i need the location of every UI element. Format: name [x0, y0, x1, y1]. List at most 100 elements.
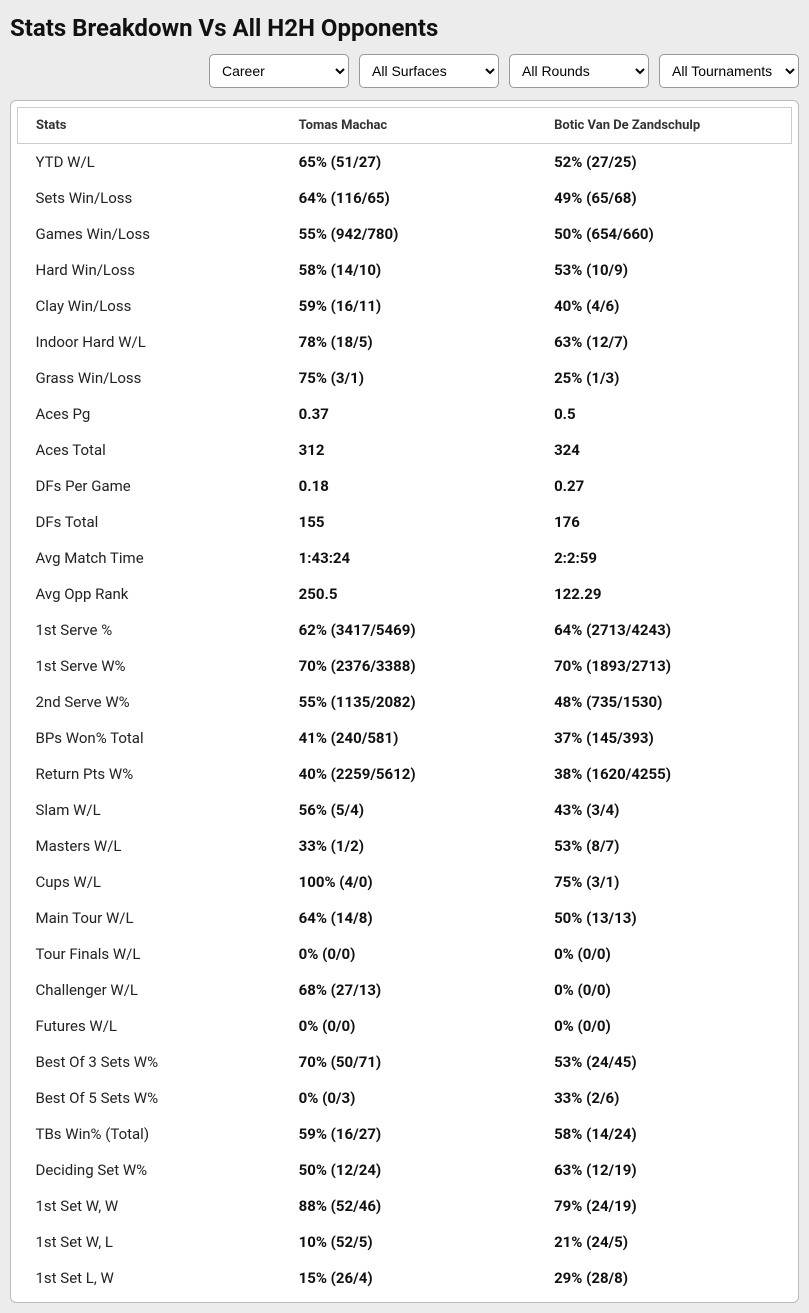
- table-row: Cups W/L100% (4/0)75% (3/1): [18, 864, 792, 900]
- table-row: Avg Match Time1:43:242:2:59: [18, 540, 792, 576]
- table-row: 1st Set W, L10% (52/5)21% (24/5): [18, 1224, 792, 1260]
- stat-name-cell: BPs Won% Total: [18, 720, 281, 756]
- stat-name-cell: Futures W/L: [18, 1008, 281, 1044]
- stat-name-cell: 2nd Serve W%: [18, 684, 281, 720]
- player1-value-cell: 41% (240/581): [281, 720, 536, 756]
- player1-value-cell: 40% (2259/5612): [281, 756, 536, 792]
- player2-value-cell: 0% (0/0): [536, 936, 791, 972]
- player1-value-cell: 33% (1/2): [281, 828, 536, 864]
- player2-value-cell: 79% (24/19): [536, 1188, 791, 1224]
- header-player1: Tomas Machac: [281, 108, 536, 144]
- table-row: Deciding Set W%50% (12/24)63% (12/19): [18, 1152, 792, 1188]
- player2-value-cell: 25% (1/3): [536, 360, 791, 396]
- player2-value-cell: 63% (12/19): [536, 1152, 791, 1188]
- player1-value-cell: 56% (5/4): [281, 792, 536, 828]
- stat-name-cell: Challenger W/L: [18, 972, 281, 1008]
- player2-value-cell: 33% (2/6): [536, 1080, 791, 1116]
- player2-value-cell: 53% (10/9): [536, 252, 791, 288]
- player1-value-cell: 65% (51/27): [281, 144, 536, 181]
- player2-value-cell: 64% (2713/4243): [536, 612, 791, 648]
- table-row: Challenger W/L68% (27/13)0% (0/0): [18, 972, 792, 1008]
- tournaments-select[interactable]: All Tournaments: [659, 54, 799, 88]
- table-row: 1st Serve %62% (3417/5469)64% (2713/4243…: [18, 612, 792, 648]
- stat-name-cell: Cups W/L: [18, 864, 281, 900]
- table-row: Tour Finals W/L0% (0/0)0% (0/0): [18, 936, 792, 972]
- player1-value-cell: 250.5: [281, 576, 536, 612]
- player1-value-cell: 50% (12/24): [281, 1152, 536, 1188]
- player1-value-cell: 0.37: [281, 396, 536, 432]
- table-row: Clay Win/Loss59% (16/11)40% (4/6): [18, 288, 792, 324]
- table-row: Hard Win/Loss58% (14/10)53% (10/9): [18, 252, 792, 288]
- table-row: Sets Win/Loss64% (116/65)49% (65/68): [18, 180, 792, 216]
- player2-value-cell: 37% (145/393): [536, 720, 791, 756]
- stat-name-cell: Clay Win/Loss: [18, 288, 281, 324]
- player2-value-cell: 122.29: [536, 576, 791, 612]
- player2-value-cell: 0.5: [536, 396, 791, 432]
- table-row: YTD W/L65% (51/27)52% (27/25): [18, 144, 792, 181]
- player1-value-cell: 75% (3/1): [281, 360, 536, 396]
- table-row: 2nd Serve W%55% (1135/2082)48% (735/1530…: [18, 684, 792, 720]
- rounds-select[interactable]: All Rounds: [509, 54, 649, 88]
- stat-name-cell: Hard Win/Loss: [18, 252, 281, 288]
- player1-value-cell: 88% (52/46): [281, 1188, 536, 1224]
- table-row: 1st Set W, W88% (52/46)79% (24/19): [18, 1188, 792, 1224]
- table-row: Games Win/Loss55% (942/780)50% (654/660): [18, 216, 792, 252]
- stat-name-cell: Avg Match Time: [18, 540, 281, 576]
- table-row: Indoor Hard W/L78% (18/5)63% (12/7): [18, 324, 792, 360]
- stat-name-cell: Deciding Set W%: [18, 1152, 281, 1188]
- table-row: Main Tour W/L64% (14/8)50% (13/13): [18, 900, 792, 936]
- player2-value-cell: 75% (3/1): [536, 864, 791, 900]
- stat-name-cell: YTD W/L: [18, 144, 281, 181]
- player1-value-cell: 0% (0/0): [281, 936, 536, 972]
- player1-value-cell: 70% (2376/3388): [281, 648, 536, 684]
- stat-name-cell: 1st Set W, L: [18, 1224, 281, 1260]
- stat-name-cell: DFs Per Game: [18, 468, 281, 504]
- player2-value-cell: 176: [536, 504, 791, 540]
- table-row: TBs Win% (Total)59% (16/27)58% (14/24): [18, 1116, 792, 1152]
- player2-value-cell: 40% (4/6): [536, 288, 791, 324]
- stat-name-cell: Masters W/L: [18, 828, 281, 864]
- player2-value-cell: 29% (28/8): [536, 1260, 791, 1296]
- table-row: 1st Set L, W15% (26/4)29% (28/8): [18, 1260, 792, 1296]
- stat-name-cell: 1st Serve %: [18, 612, 281, 648]
- table-row: Return Pts W%40% (2259/5612)38% (1620/42…: [18, 756, 792, 792]
- player1-value-cell: 100% (4/0): [281, 864, 536, 900]
- table-row: DFs Per Game0.180.27: [18, 468, 792, 504]
- player2-value-cell: 0% (0/0): [536, 1008, 791, 1044]
- player1-value-cell: 78% (18/5): [281, 324, 536, 360]
- player2-value-cell: 53% (8/7): [536, 828, 791, 864]
- player2-value-cell: 53% (24/45): [536, 1044, 791, 1080]
- stats-table: Stats Tomas Machac Botic Van De Zandschu…: [17, 107, 792, 1296]
- player1-value-cell: 0.18: [281, 468, 536, 504]
- player1-value-cell: 55% (942/780): [281, 216, 536, 252]
- table-row: BPs Won% Total41% (240/581)37% (145/393): [18, 720, 792, 756]
- stat-name-cell: Aces Pg: [18, 396, 281, 432]
- player1-value-cell: 62% (3417/5469): [281, 612, 536, 648]
- stats-card: Stats Tomas Machac Botic Van De Zandschu…: [10, 100, 799, 1303]
- player2-value-cell: 0.27: [536, 468, 791, 504]
- stat-name-cell: 1st Serve W%: [18, 648, 281, 684]
- player2-value-cell: 48% (735/1530): [536, 684, 791, 720]
- player1-value-cell: 0% (0/3): [281, 1080, 536, 1116]
- stat-name-cell: TBs Win% (Total): [18, 1116, 281, 1152]
- player2-value-cell: 43% (3/4): [536, 792, 791, 828]
- player2-value-cell: 50% (654/660): [536, 216, 791, 252]
- player1-value-cell: 64% (116/65): [281, 180, 536, 216]
- period-select[interactable]: Career: [209, 54, 349, 88]
- stat-name-cell: Sets Win/Loss: [18, 180, 281, 216]
- table-row: Masters W/L33% (1/2)53% (8/7): [18, 828, 792, 864]
- page-title: Stats Breakdown Vs All H2H Opponents: [0, 0, 809, 52]
- player1-value-cell: 312: [281, 432, 536, 468]
- surface-select[interactable]: All Surfaces: [359, 54, 499, 88]
- stat-name-cell: Aces Total: [18, 432, 281, 468]
- player2-value-cell: 63% (12/7): [536, 324, 791, 360]
- table-row: Futures W/L0% (0/0)0% (0/0): [18, 1008, 792, 1044]
- stat-name-cell: Return Pts W%: [18, 756, 281, 792]
- stat-name-cell: Avg Opp Rank: [18, 576, 281, 612]
- player1-value-cell: 155: [281, 504, 536, 540]
- stat-name-cell: Grass Win/Loss: [18, 360, 281, 396]
- table-header-row: Stats Tomas Machac Botic Van De Zandschu…: [18, 108, 792, 144]
- stat-name-cell: Best Of 3 Sets W%: [18, 1044, 281, 1080]
- player2-value-cell: 21% (24/5): [536, 1224, 791, 1260]
- stat-name-cell: Games Win/Loss: [18, 216, 281, 252]
